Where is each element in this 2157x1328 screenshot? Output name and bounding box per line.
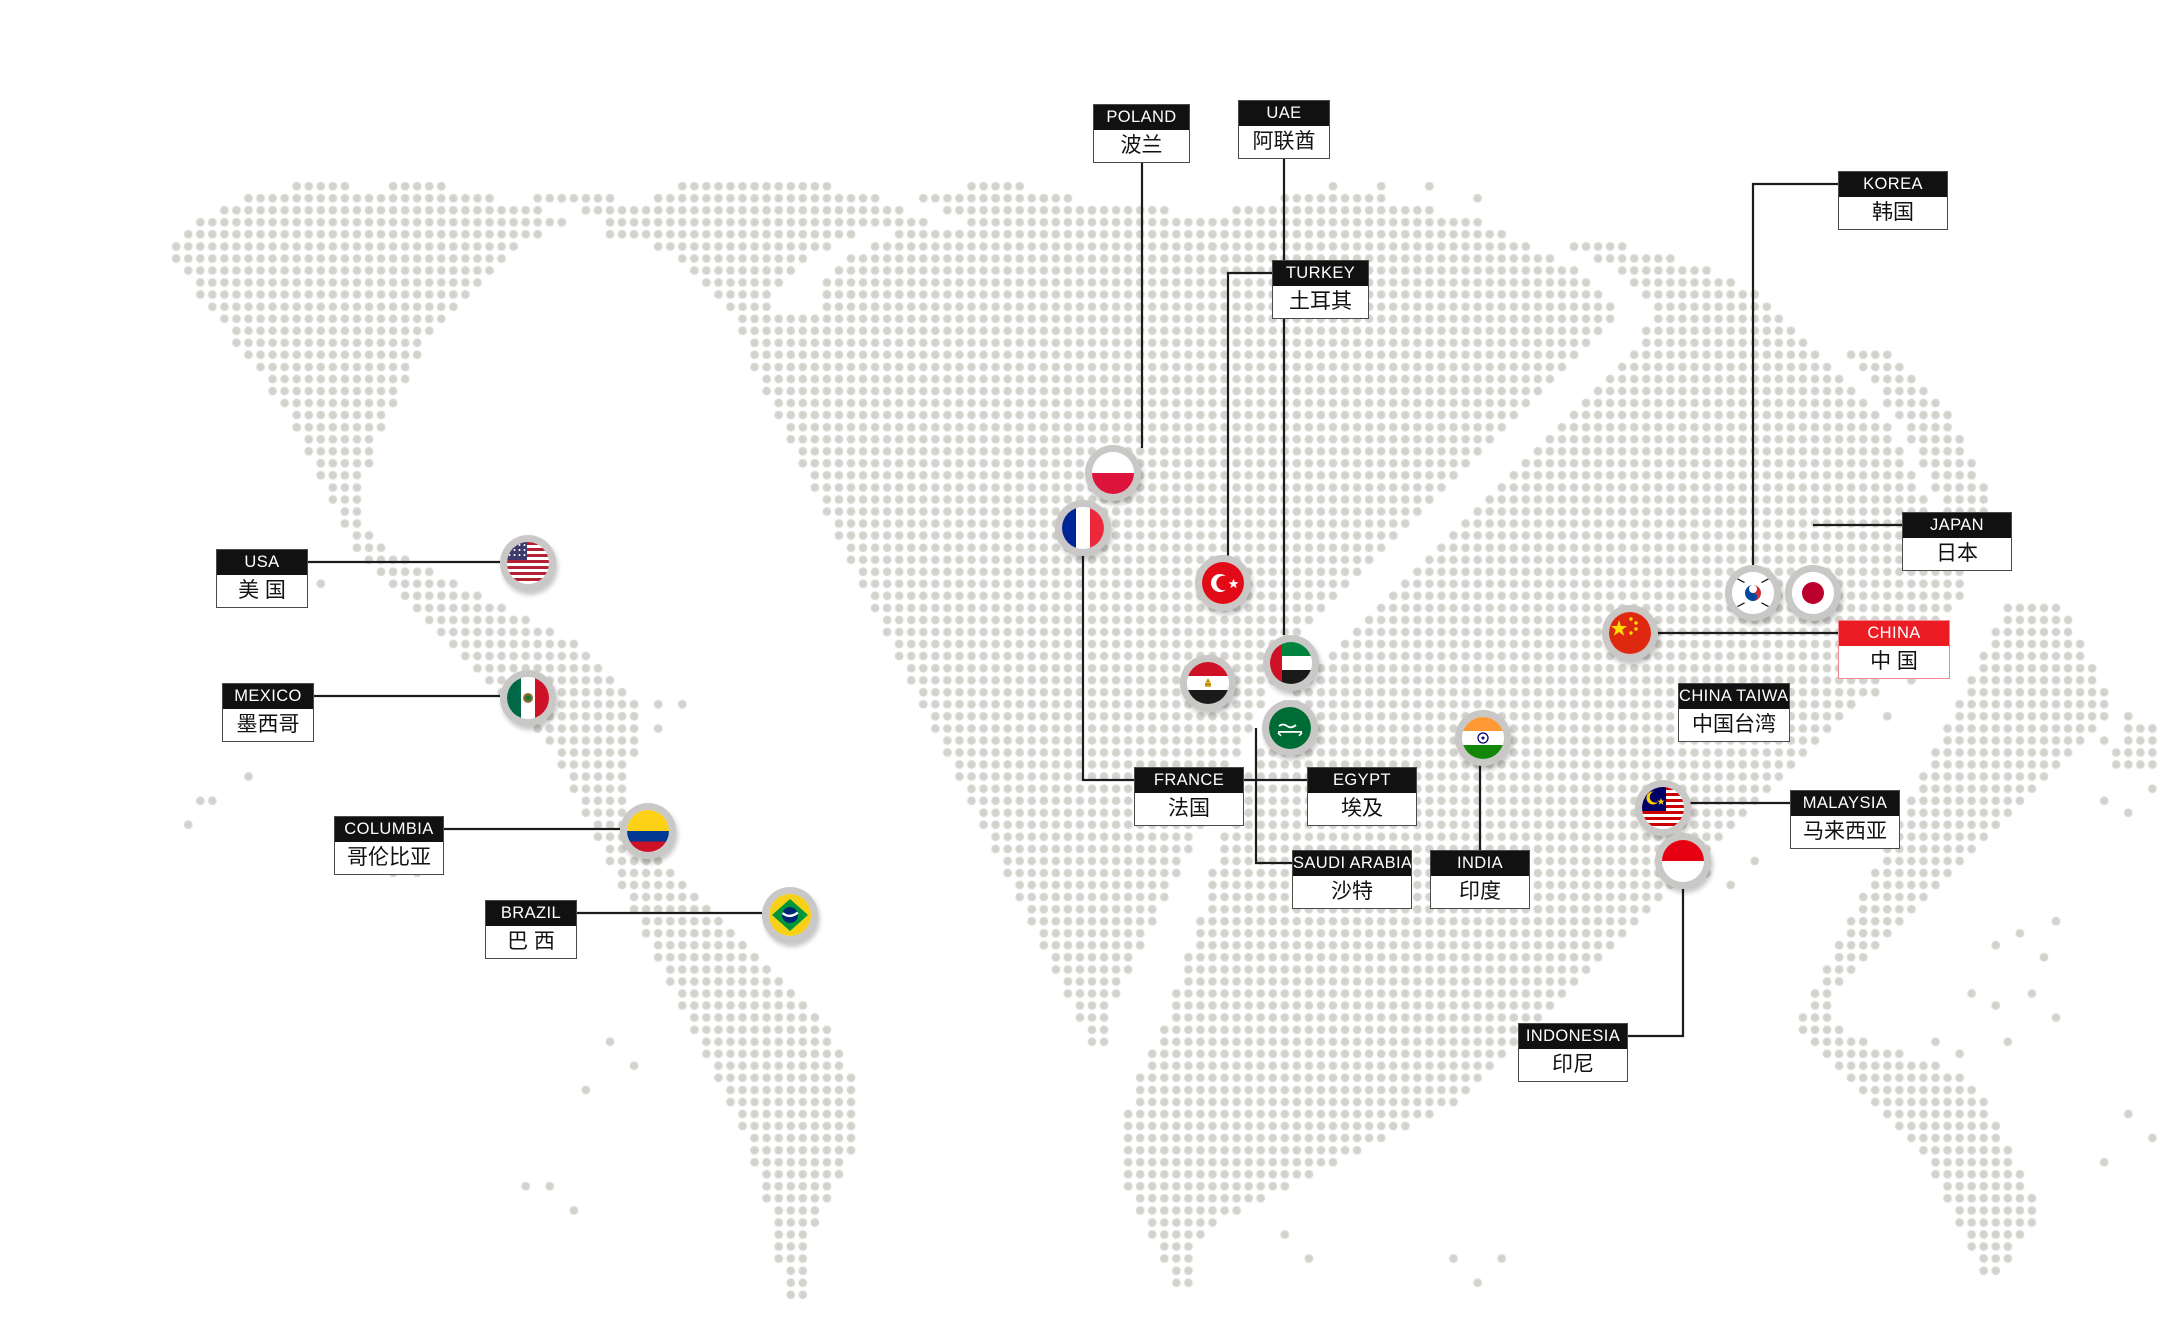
country-label-name-en: POLAND: [1094, 105, 1189, 130]
country-label-name-zh: 中 国: [1839, 646, 1949, 678]
country-label-columbia[interactable]: COLUMBIA 哥伦比亚: [334, 816, 444, 875]
country-label-name-en: MEXICO: [223, 684, 313, 709]
flag-pin-usa[interactable]: [500, 535, 556, 591]
brazil-flag-icon: [769, 894, 811, 936]
country-label-name-zh: 埃及: [1308, 793, 1416, 825]
country-label-name-zh: 沙特: [1293, 876, 1411, 908]
japan-flag-icon: [1792, 572, 1834, 614]
country-label-name-zh: 印尼: [1519, 1049, 1627, 1081]
country-label-name-zh: 法国: [1135, 793, 1243, 825]
flag-pin-indonesia[interactable]: [1655, 833, 1711, 889]
flag-pin-uae[interactable]: [1263, 635, 1319, 691]
country-label-name-zh: 日本: [1903, 538, 2011, 570]
france-flag-icon: [1062, 507, 1104, 549]
country-label-uae[interactable]: UAE 阿联酋: [1238, 100, 1330, 159]
country-label-usa[interactable]: USA 美 国: [216, 549, 308, 608]
country-label-name-zh: 韩国: [1839, 197, 1947, 229]
egypt-flag-icon: [1187, 662, 1229, 704]
country-label-name-en: UAE: [1239, 101, 1329, 126]
country-label-name-zh: 马来西亚: [1791, 816, 1899, 848]
country-label-name-en: FRANCE: [1135, 768, 1243, 793]
flag-pin-france[interactable]: [1055, 500, 1111, 556]
china-flag-icon: [1609, 612, 1651, 654]
country-label-name-zh: 墨西哥: [223, 709, 313, 741]
flag-pin-india[interactable]: [1455, 710, 1511, 766]
country-label-poland[interactable]: POLAND 波兰: [1093, 104, 1190, 163]
flag-pin-brazil[interactable]: [762, 887, 818, 943]
country-label-name-en: BRAZIL: [486, 901, 576, 926]
country-label-name-en: COLUMBIA: [335, 817, 443, 842]
country-label-name-zh: 美 国: [217, 575, 307, 607]
country-label-malaysia[interactable]: MALAYSIA 马来西亚: [1790, 790, 1900, 849]
malaysia-flag-icon: [1642, 787, 1684, 829]
flag-pin-japan[interactable]: [1785, 565, 1841, 621]
uae-flag-icon: [1270, 642, 1312, 684]
country-label-mexico[interactable]: MEXICO 墨西哥: [222, 683, 314, 742]
country-label-name-zh: 土耳其: [1273, 286, 1368, 318]
saudi-flag-icon: [1269, 707, 1311, 749]
flag-pin-china[interactable]: [1602, 605, 1658, 661]
mexico-flag-icon: [507, 677, 549, 719]
country-label-turkey[interactable]: TURKEY 土耳其: [1272, 260, 1369, 319]
indonesia-flag-icon: [1662, 840, 1704, 882]
country-label-korea[interactable]: KOREA 韩国: [1838, 171, 1948, 230]
country-label-name-zh: 波兰: [1094, 130, 1189, 162]
country-label-name-zh: 巴 西: [486, 926, 576, 958]
country-label-egypt[interactable]: EGYPT 埃及: [1307, 767, 1417, 826]
country-label-name-en: CHINA: [1839, 621, 1949, 646]
poland-flag-icon: [1092, 452, 1134, 494]
country-label-name-en: CHINA TAIWAN: [1679, 684, 1789, 709]
country-label-name-en: MALAYSIA: [1791, 791, 1899, 816]
country-label-china-taiwan[interactable]: CHINA TAIWAN 中国台湾: [1678, 683, 1790, 742]
country-label-name-en: JAPAN: [1903, 513, 2011, 538]
flag-pin-poland[interactable]: [1085, 445, 1141, 501]
country-label-name-en: EGYPT: [1308, 768, 1416, 793]
flag-pin-egypt[interactable]: [1180, 655, 1236, 711]
country-label-india[interactable]: INDIA 印度: [1430, 850, 1530, 909]
country-label-france[interactable]: FRANCE 法国: [1134, 767, 1244, 826]
country-label-name-en: SAUDI ARABIA: [1293, 851, 1411, 876]
country-label-name-zh: 中国台湾: [1679, 709, 1789, 741]
country-label-name-en: KOREA: [1839, 172, 1947, 197]
flag-pin-korea[interactable]: [1725, 565, 1781, 621]
flag-pin-turkey[interactable]: [1195, 555, 1251, 611]
country-label-name-zh: 印度: [1431, 876, 1529, 908]
usa-flag-icon: [507, 542, 549, 584]
turkey-flag-icon: [1202, 562, 1244, 604]
flag-pin-columbia[interactable]: [620, 803, 676, 859]
flag-pin-malaysia[interactable]: [1635, 780, 1691, 836]
country-label-name-en: INDONESIA: [1519, 1024, 1627, 1049]
country-label-name-zh: 哥伦比亚: [335, 842, 443, 874]
flag-pin-mexico[interactable]: [500, 670, 556, 726]
country-label-indonesia[interactable]: INDONESIA 印尼: [1518, 1023, 1628, 1082]
flag-pin-saudi-arabia[interactable]: [1262, 700, 1318, 756]
country-label-japan[interactable]: JAPAN 日本: [1902, 512, 2012, 571]
colombia-flag-icon: [627, 810, 669, 852]
india-flag-icon: [1462, 717, 1504, 759]
country-label-name-en: TURKEY: [1273, 261, 1368, 286]
country-label-china[interactable]: CHINA 中 国: [1838, 620, 1950, 679]
korea-flag-icon: [1732, 572, 1774, 614]
country-label-saudi-arabia[interactable]: SAUDI ARABIA 沙特: [1292, 850, 1412, 909]
country-label-name-en: USA: [217, 550, 307, 575]
country-label-name-en: INDIA: [1431, 851, 1529, 876]
country-label-name-zh: 阿联酋: [1239, 126, 1329, 158]
country-label-brazil[interactable]: BRAZIL 巴 西: [485, 900, 577, 959]
